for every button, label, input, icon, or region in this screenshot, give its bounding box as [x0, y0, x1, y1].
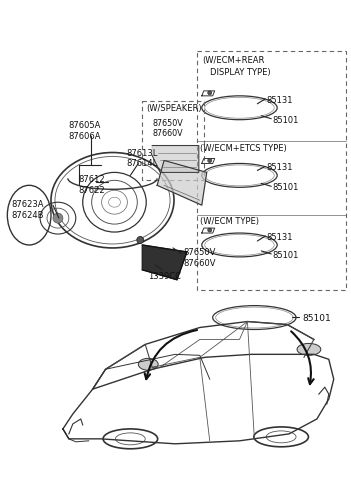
Text: 87606A: 87606A	[69, 132, 101, 141]
Text: 87650V: 87650V	[152, 119, 183, 128]
Polygon shape	[157, 160, 207, 205]
Text: 87660V: 87660V	[183, 259, 216, 268]
Text: 87660V: 87660V	[152, 129, 183, 138]
Text: 1339CC: 1339CC	[148, 272, 181, 281]
Text: 87650V: 87650V	[183, 248, 215, 257]
Text: (W/SPEAKER): (W/SPEAKER)	[146, 104, 202, 113]
Circle shape	[137, 237, 144, 243]
Text: 85131: 85131	[266, 96, 293, 105]
Text: 87613L: 87613L	[126, 148, 158, 157]
Ellipse shape	[53, 213, 63, 223]
Text: 87623A: 87623A	[11, 200, 44, 209]
Text: (W/ECM+ETCS TYPE): (W/ECM+ETCS TYPE)	[200, 144, 286, 153]
Polygon shape	[142, 245, 187, 280]
Ellipse shape	[208, 91, 212, 95]
Text: 87612: 87612	[79, 175, 105, 184]
Text: (W/ECM TYPE): (W/ECM TYPE)	[200, 217, 259, 226]
Ellipse shape	[297, 343, 321, 355]
Text: (W/ECM+REAR: (W/ECM+REAR	[202, 56, 264, 65]
Text: DISPLAY TYPE): DISPLAY TYPE)	[210, 68, 270, 77]
Text: 85101: 85101	[272, 251, 299, 260]
Text: 87624B: 87624B	[11, 211, 44, 220]
Ellipse shape	[138, 358, 158, 370]
Text: 87605A: 87605A	[69, 120, 101, 130]
Text: 85101: 85101	[272, 116, 299, 125]
Bar	[142, 101, 204, 180]
Bar	[197, 51, 346, 290]
Text: 85131: 85131	[266, 164, 293, 172]
Text: 87614L: 87614L	[126, 159, 158, 168]
Ellipse shape	[208, 158, 212, 162]
Text: 85101: 85101	[272, 183, 299, 192]
Polygon shape	[152, 145, 199, 172]
Ellipse shape	[208, 228, 212, 232]
Text: 85131: 85131	[266, 233, 293, 242]
Text: 87622: 87622	[79, 186, 105, 195]
Text: 85101: 85101	[302, 313, 331, 323]
